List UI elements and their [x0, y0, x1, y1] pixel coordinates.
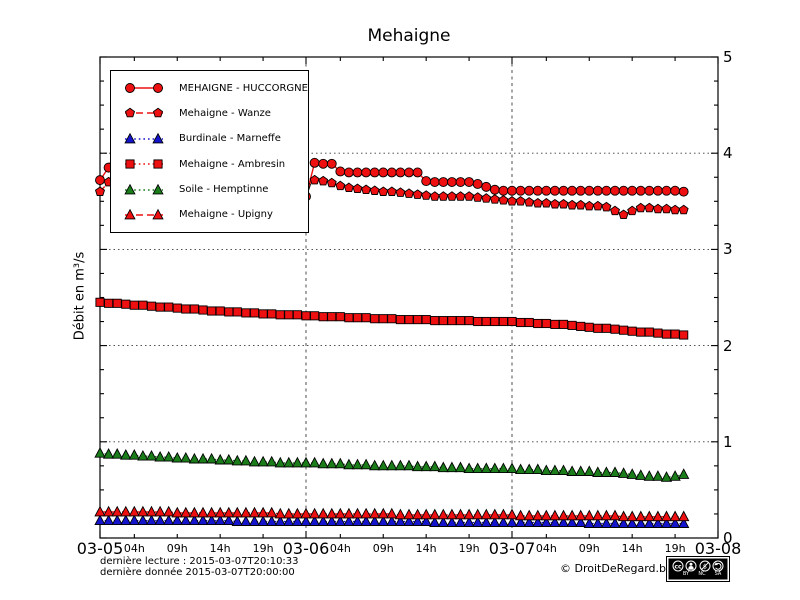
- cc-sa-label: SA: [714, 571, 722, 577]
- x-hour-label: 19h: [664, 542, 686, 555]
- legend-label: MEHAIGNE - HUCCORGNE: [179, 82, 308, 94]
- legend-item: Burdinale - Marneffe: [122, 131, 302, 147]
- legend-item: Mehaigne - Upigny: [122, 207, 302, 223]
- y-tick-label-3: 3: [723, 240, 733, 259]
- x-tick-label-03-07: 03-07: [488, 539, 536, 558]
- series-mehaigne-ambresin: [95, 297, 689, 340]
- legend-item: MEHAIGNE - HUCCORGNE: [122, 80, 308, 96]
- x-tick-label-03-05: 03-05: [76, 539, 124, 558]
- last-reading-text: dernière lecture : 2015-03-07T20:10:33: [100, 556, 299, 567]
- legend-item: Soile - Hemptinne: [122, 182, 302, 198]
- x-hour-label: 04h: [123, 542, 145, 555]
- legend-label: Burdinale - Marneffe: [179, 133, 281, 145]
- x-hour-label: 09h: [372, 542, 394, 555]
- x-tick-label-03-08: 03-08: [694, 539, 742, 558]
- cc-logo-icon: cc: [672, 560, 684, 572]
- cc-sa-arrow-icon: [712, 560, 724, 572]
- x-hour-label: 14h: [621, 542, 643, 555]
- cc-by-person-icon: [685, 560, 697, 572]
- x-hour-label: 09h: [166, 542, 188, 555]
- cc-license-icons: cc $: [671, 560, 725, 572]
- x-hour-label: 14h: [209, 542, 231, 555]
- series-mehaigne-upigny: [94, 505, 690, 522]
- legend: MEHAIGNE - HUCCORGNE Mehaigne - Wanze Burd…: [110, 70, 309, 233]
- legend-marker-triangle: [124, 183, 164, 194]
- legend-label: Mehaigne - Ambresin: [179, 158, 286, 170]
- legend-marker-circle: [125, 83, 163, 93]
- legend-marker-triangle: [124, 208, 164, 220]
- y-tick-label-1: 1: [723, 432, 733, 451]
- legend-label: Mehaigne - Wanze: [179, 107, 271, 119]
- x-tick-label-03-06: 03-06: [282, 539, 330, 558]
- y-axis-title: Débit en m³/s: [72, 251, 88, 341]
- svg-text:cc: cc: [674, 563, 682, 570]
- x-hour-label: 04h: [329, 542, 351, 555]
- series-burdinale-marneffe: [94, 514, 690, 528]
- cc-license-labels: BY NC SA: [671, 572, 725, 577]
- legend-item: Mehaigne - Wanze: [122, 105, 302, 121]
- x-hour-label: 14h: [415, 542, 437, 555]
- cc-nc-dollar-icon: $: [699, 560, 711, 572]
- cc-license-badge[interactable]: cc $ BY NC SA: [666, 556, 730, 582]
- series-soile-hemptinne: [94, 447, 690, 482]
- chart-title: Mehaigne: [367, 26, 451, 46]
- cc-nc-label: NC: [698, 571, 706, 577]
- legend-item: Mehaigne - Ambresin: [122, 156, 302, 172]
- y-tick-label-5: 5: [723, 48, 733, 66]
- x-hour-label: 04h: [535, 542, 557, 555]
- y-tick-label-4: 4: [723, 144, 733, 163]
- x-hour-label: 19h: [458, 542, 480, 555]
- y-tick-label-0: 0: [723, 529, 733, 547]
- cc-by-label: BY: [682, 571, 690, 577]
- copyright-link[interactable]: © DroitDeRegard.be: [560, 562, 673, 575]
- legend-label: Mehaigne - Upigny: [179, 209, 273, 221]
- legend-marker-triangle: [124, 132, 164, 144]
- last-data-text: dernière donnée 2015-03-07T20:00:00: [100, 567, 295, 578]
- x-hour-label: 09h: [578, 542, 600, 555]
- legend-marker-pentagon: [124, 108, 164, 118]
- axis-ticks: [99, 56, 719, 539]
- legend-marker-square: [125, 159, 163, 169]
- x-hour-label: 19h: [252, 542, 274, 555]
- legend-label: Soile - Hemptinne: [179, 184, 269, 196]
- y-tick-label-2: 2: [723, 336, 733, 355]
